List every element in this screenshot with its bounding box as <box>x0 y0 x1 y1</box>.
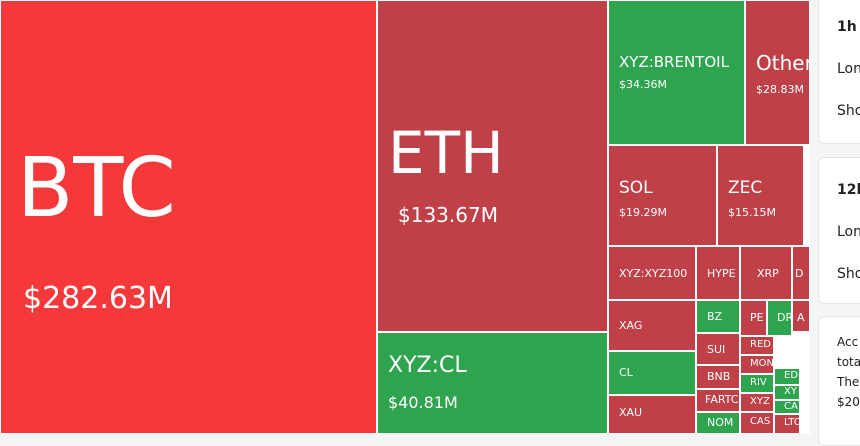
tile-label: XYZ:BRENTOIL <box>619 53 729 71</box>
tile-label: PE <box>750 311 764 324</box>
tile-label: NOM <box>707 416 734 429</box>
tile: BZ <box>696 300 740 333</box>
tile: CAS <box>740 412 774 434</box>
tile-label: A <box>797 311 805 324</box>
tile: BNB <box>696 365 740 389</box>
card-text: Lon <box>837 224 860 240</box>
tile: XYZ:BRENTOIL $34.36M <box>608 0 745 145</box>
tile: HYPE <box>696 246 740 300</box>
tile: CL <box>608 351 696 395</box>
tile-label: HYPE <box>707 267 736 280</box>
tile: A <box>792 300 810 332</box>
card-text: tota <box>837 355 860 369</box>
tile: DR <box>767 300 792 336</box>
tile: XAG <box>608 300 696 351</box>
tile-label: CAS <box>750 416 771 427</box>
tile-amount: $19.29M <box>619 206 667 219</box>
tile: ED <box>774 368 800 385</box>
tile: LTC <box>774 414 800 434</box>
tile-amount: $40.81M <box>388 393 458 412</box>
tile-label: ETH <box>388 119 504 187</box>
tile-label: XYZ <box>750 396 770 407</box>
tile-amount: $34.36M <box>619 78 667 91</box>
tile-label: CL <box>619 366 633 379</box>
card: Acc tota The $20 <box>818 316 860 446</box>
tile-label: BZ <box>707 310 723 323</box>
tile-label: XRP <box>757 267 779 280</box>
card-text: The <box>837 375 860 389</box>
tile: Other $28.83M <box>745 0 810 145</box>
tile-label: Other <box>756 51 810 75</box>
tile-amount: $282.63M <box>23 281 173 316</box>
tile: SOL $19.29M <box>608 145 717 246</box>
card-text: Lon <box>837 61 860 77</box>
treemap: BTC $282.63M ETH $133.67M XYZ:CL $40.81M XYZ:B… <box>0 0 810 434</box>
card: 1h Lon Sho <box>818 0 860 144</box>
tile: MON <box>740 355 774 374</box>
card-text: 1h <box>837 19 857 35</box>
tile: RED <box>740 336 774 355</box>
tile-label: LTC <box>784 417 800 428</box>
tile-label: BTC <box>17 141 176 236</box>
tile: ETH $133.67M <box>377 0 608 332</box>
tile: XY <box>774 385 800 400</box>
tile: SUI <box>696 333 740 365</box>
tile-label: ZEC <box>728 178 763 198</box>
card-text: 12h <box>837 182 860 198</box>
tile: XYZ:CL $40.81M <box>377 332 608 434</box>
tile-label: RIV <box>750 377 767 388</box>
card-text: Acc <box>837 335 859 349</box>
tile: FARTC <box>696 389 740 412</box>
tile: RIV <box>740 374 774 393</box>
card: 12h Lon Sho <box>818 157 860 304</box>
tile: XRP <box>740 246 792 300</box>
tile-label: MON <box>750 358 774 369</box>
tile-amount: $15.15M <box>728 206 776 219</box>
tile: ZEC $15.15M <box>717 145 804 246</box>
tile: XAU <box>608 395 696 434</box>
tile-label: XAG <box>619 319 643 332</box>
card-text: Sho <box>837 103 860 119</box>
tile: D <box>792 246 810 300</box>
tile-label: XYZ:XYZ100 <box>619 267 688 280</box>
tile: XYZ <box>740 393 774 412</box>
tile-label: BNB <box>707 370 731 383</box>
tile-amount: $28.83M <box>756 83 804 96</box>
tile-label: XAU <box>619 406 643 419</box>
tile: CA <box>774 400 800 414</box>
tile-label: SUI <box>707 343 726 356</box>
tile-label: RED <box>750 339 771 350</box>
tile-label: CA <box>784 401 798 412</box>
tile: PE <box>740 300 767 336</box>
tile-label: FARTC <box>705 393 739 406</box>
tile-label: DR <box>777 311 792 324</box>
tile-label: XY <box>784 386 797 397</box>
tile-label: ED <box>784 370 799 381</box>
tile-amount: $133.67M <box>398 203 498 227</box>
tile: XYZ:XYZ100 <box>608 246 696 300</box>
tile-label: SOL <box>619 178 653 198</box>
card-text: $20 <box>837 395 860 409</box>
tile: BTC $282.63M <box>0 0 377 434</box>
card-text: Sho <box>837 266 860 282</box>
tile-label: D <box>795 267 804 280</box>
tile: NOM <box>696 412 740 434</box>
tile-label: XYZ:CL <box>388 353 467 378</box>
